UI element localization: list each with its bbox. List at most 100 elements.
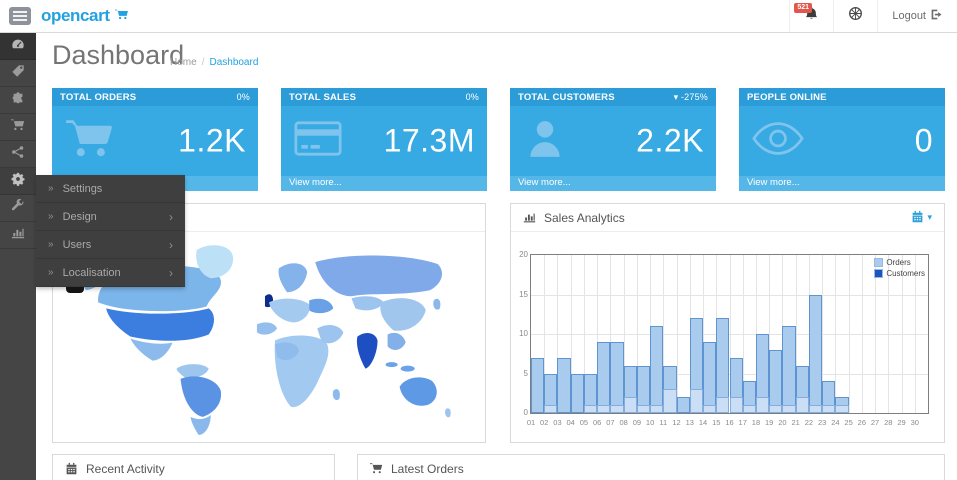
- latest-orders-title: Latest Orders: [391, 461, 464, 476]
- sidebar-nav: [0, 33, 36, 480]
- recent-activity-title: Recent Activity: [86, 461, 165, 476]
- wrench-icon: [11, 198, 25, 218]
- sidebar-item-marketing[interactable]: [0, 141, 36, 168]
- tile-body: 17.3M: [281, 106, 487, 176]
- sales-analytics-title: Sales Analytics: [544, 210, 625, 225]
- orders-bar: [610, 341, 624, 413]
- date-range-button[interactable]: ▾: [911, 210, 932, 225]
- x-axis-tick: 07: [606, 418, 615, 427]
- sales-analytics-header: Sales Analytics ▾: [511, 204, 944, 232]
- world-map-panel-header: [53, 204, 485, 232]
- sidebar-item-extensions[interactable]: [0, 87, 36, 114]
- eye-icon: [752, 122, 804, 161]
- legend-label: Customers: [886, 269, 925, 278]
- latest-orders-header: Latest Orders: [358, 455, 944, 480]
- tile-body: 0: [739, 106, 945, 176]
- sales-analytics-chart[interactable]: Orders Customers: [530, 254, 929, 414]
- tile-value: 17.3M: [383, 122, 475, 159]
- page-title: Dashboard: [52, 40, 185, 70]
- x-axis-tick: 05: [579, 418, 589, 427]
- flyout-item-settings[interactable]: » Settings: [36, 175, 185, 203]
- orders-bar: [676, 397, 690, 413]
- breadcrumb: Home / Dashboard: [170, 57, 258, 68]
- orders-bar: [597, 341, 611, 413]
- tile-header: TOTAL ORDERS 0%: [52, 88, 258, 106]
- customers-bar: [610, 405, 624, 413]
- x-axis-tick: 13: [685, 418, 694, 427]
- tile-label: TOTAL SALES: [289, 91, 357, 103]
- x-axis-tick: 06: [592, 418, 602, 427]
- orders-bar: [570, 373, 584, 413]
- tile-percent: ▾ -275%: [673, 91, 708, 102]
- chart-legend: Orders Customers: [874, 258, 925, 278]
- customers-bar: [689, 389, 704, 413]
- breadcrumb-current[interactable]: Dashboard: [209, 57, 259, 68]
- customers-bar: [769, 405, 783, 413]
- flyout-item-users[interactable]: » Users ›: [36, 231, 185, 259]
- menu-toggle-button[interactable]: [9, 7, 31, 25]
- view-more-link[interactable]: View more...: [281, 176, 487, 191]
- x-axis-tick: 09: [632, 418, 642, 427]
- x-axis-tick: 16: [725, 418, 734, 427]
- sidebar-item-sales[interactable]: [0, 114, 36, 141]
- top-header: opencart 521 Logout: [0, 0, 957, 33]
- sidebar-item-reports[interactable]: [0, 222, 36, 249]
- gridline: [531, 334, 928, 335]
- stat-tile-total-customers: TOTAL CUSTOMERS ▾ -275% 2.2K View more...: [510, 88, 716, 191]
- tile-label: TOTAL ORDERS: [60, 91, 137, 103]
- sidebar-item-system[interactable]: [0, 168, 36, 195]
- customers-bar: [650, 405, 664, 413]
- recent-activity-header: Recent Activity: [53, 455, 334, 480]
- sidebar-item-tools[interactable]: [0, 195, 36, 222]
- breadcrumb-separator: /: [201, 57, 205, 68]
- dashboard-icon: [11, 37, 25, 56]
- gridline: [531, 294, 928, 296]
- x-axis-tick: 30: [910, 418, 919, 427]
- x-axis-tick: 15: [712, 418, 721, 427]
- y-axis-tick: 15: [519, 289, 528, 299]
- header-actions: 521 Logout: [789, 0, 957, 32]
- tile-value: 0: [914, 122, 933, 159]
- tile-label: PEOPLE ONLINE: [747, 91, 827, 103]
- x-axis-tick: 29: [897, 418, 906, 427]
- view-more-link[interactable]: View more...: [739, 176, 945, 191]
- customers-bar: [808, 405, 823, 413]
- tile-header: TOTAL CUSTOMERS ▾ -275%: [510, 88, 716, 106]
- y-axis-tick: 5: [523, 368, 528, 378]
- legend-swatch: [874, 258, 884, 267]
- orders-bar: [557, 357, 571, 413]
- customers-bar: [597, 405, 611, 413]
- sidebar-item-catalog[interactable]: [0, 60, 36, 87]
- sidebar-item-dashboard[interactable]: [0, 33, 36, 60]
- customers-bar: [636, 405, 651, 413]
- gear-icon: [11, 172, 25, 191]
- logout-button[interactable]: Logout: [877, 0, 957, 32]
- legend-item: Orders: [874, 258, 925, 267]
- orders-bar: [782, 326, 796, 413]
- caret-down-icon: ▾: [927, 212, 932, 222]
- customers-bar: [742, 405, 756, 413]
- orders-bar: [769, 349, 783, 413]
- x-axis-tick: 18: [751, 418, 761, 427]
- stat-tile-total-sales: TOTAL SALES 0% 17.3M View more...: [281, 88, 487, 191]
- flyout-item-design[interactable]: » Design ›: [36, 203, 185, 231]
- breadcrumb-home[interactable]: Home: [170, 57, 197, 68]
- flyout-item-label: Localisation: [62, 266, 121, 279]
- view-more-link[interactable]: View more...: [510, 176, 716, 191]
- opencart-logo[interactable]: opencart: [41, 6, 130, 26]
- flyout-item-label: Design: [62, 210, 97, 223]
- orders-bar: [531, 357, 545, 413]
- x-axis-tick: 03: [553, 418, 562, 427]
- double-chevron-icon: »: [48, 211, 54, 222]
- stores-button[interactable]: [833, 0, 877, 32]
- notifications-button[interactable]: 521: [789, 0, 833, 32]
- flyout-item-localisation[interactable]: » Localisation ›: [36, 259, 185, 287]
- x-axis-tick: 17: [738, 418, 747, 427]
- customers-bar: [755, 397, 770, 413]
- flyout-item-label: Settings: [62, 182, 103, 195]
- x-axis-tick: 10: [645, 418, 655, 427]
- x-axis-tick: 22: [804, 418, 814, 427]
- double-chevron-icon: »: [48, 183, 54, 194]
- sign-out-icon: [930, 8, 943, 24]
